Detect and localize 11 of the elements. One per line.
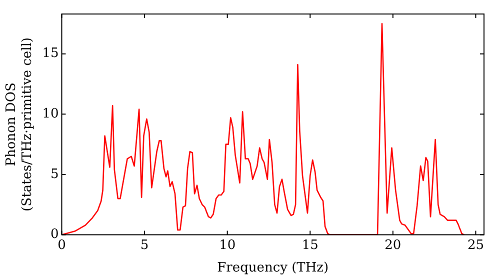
y-tick-label: 5 — [50, 166, 59, 182]
y-tick-label: 0 — [50, 227, 59, 242]
x-tick-label: 5 — [140, 238, 149, 253]
x-tick-label: 10 — [219, 238, 236, 253]
x-tick-label: 15 — [302, 238, 318, 253]
x-axis-title: Frequency (THz) — [217, 260, 329, 276]
y-tick-label: 10 — [42, 106, 59, 122]
x-tick-label: 25 — [467, 238, 484, 253]
y-axis-title: Phonon DOS (States/THz·primitive cell) — [4, 37, 35, 212]
y-tick-label: 15 — [42, 46, 59, 62]
x-tick-label: 20 — [384, 238, 402, 253]
